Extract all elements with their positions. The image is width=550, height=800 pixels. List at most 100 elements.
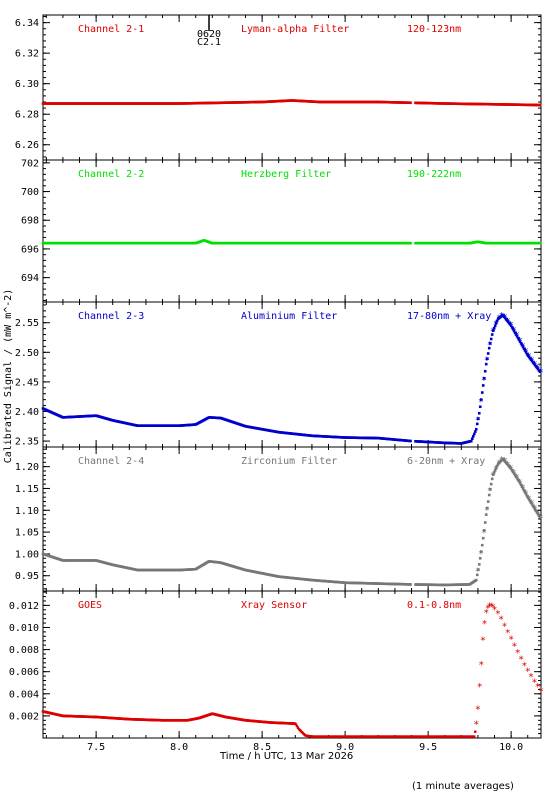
channel-label: Channel 2-4 xyxy=(78,456,144,467)
data-point xyxy=(296,726,300,729)
band-label: 120-123nm xyxy=(407,24,461,35)
data-point: * xyxy=(496,313,502,324)
data-point xyxy=(536,512,540,516)
data-point xyxy=(517,480,521,483)
y-tick-label: 2.35 xyxy=(15,437,39,448)
data-point xyxy=(495,319,499,323)
data-point: * xyxy=(493,464,499,475)
data-point: * xyxy=(490,603,496,614)
x-tick-label: 8.0 xyxy=(170,742,188,753)
y-tick-label: 0.010 xyxy=(9,623,39,634)
data-point xyxy=(480,391,484,394)
data-point xyxy=(534,509,538,513)
data-point xyxy=(514,475,518,478)
data-point xyxy=(489,482,493,486)
data-point: * xyxy=(532,504,538,515)
data-point xyxy=(532,362,536,365)
y-tick-label: 1.10 xyxy=(15,506,39,517)
data-point: * xyxy=(493,319,499,330)
x-tick-label: 9.0 xyxy=(336,742,354,753)
data-point xyxy=(537,514,541,518)
data-point xyxy=(526,496,530,500)
data-point xyxy=(469,439,473,443)
y-tick-label: 6.30 xyxy=(15,79,39,90)
data-point xyxy=(523,349,527,352)
data-point xyxy=(481,536,485,540)
data-point: * xyxy=(535,364,541,375)
data-point xyxy=(472,432,476,436)
data-point xyxy=(486,500,490,503)
panel-frame xyxy=(42,159,542,303)
data-point: * xyxy=(535,509,541,520)
y-tick-label: 2.45 xyxy=(15,377,39,388)
data-point xyxy=(490,477,494,481)
data-point xyxy=(529,501,533,504)
data-point: * xyxy=(490,470,496,481)
data-point xyxy=(531,504,535,508)
data-point xyxy=(513,331,517,335)
y-axis-label: Calibrated Signal / (mW m^-2) xyxy=(3,289,14,464)
data-point: * xyxy=(508,635,514,646)
y-tick-label: 0.008 xyxy=(9,645,39,656)
data-point: * xyxy=(505,316,511,327)
band-label: 17-80nm + Xray xyxy=(407,311,491,322)
data-point xyxy=(522,489,526,492)
event-marker-label: C2.1 xyxy=(197,37,221,48)
data-point xyxy=(492,326,496,330)
data-point: * xyxy=(478,549,484,560)
y-tick-label: 1.00 xyxy=(15,549,39,560)
y-tick-label: 0.006 xyxy=(9,667,39,678)
data-point xyxy=(295,724,299,728)
data-point xyxy=(516,336,520,340)
data-point: * xyxy=(517,478,523,489)
data-point xyxy=(474,427,478,431)
x-tick-label: 7.5 xyxy=(87,742,105,753)
data-point xyxy=(530,502,534,506)
data-point xyxy=(534,365,538,368)
data-point: * xyxy=(481,528,487,539)
channel-label: Channel 2-2 xyxy=(78,169,144,180)
x-tick-label: 8.5 xyxy=(253,742,271,753)
data-point: * xyxy=(485,604,491,615)
data-point: * xyxy=(523,347,529,358)
data-point: * xyxy=(492,605,498,616)
filter-label: Aluminium Filter xyxy=(241,311,337,322)
data-point: * xyxy=(475,704,481,715)
data-point xyxy=(535,511,539,514)
data-point xyxy=(476,568,480,571)
y-tick-label: 2.40 xyxy=(15,407,39,418)
data-point xyxy=(492,471,496,474)
data-point xyxy=(523,490,527,494)
data-point xyxy=(495,464,499,468)
y-tick-label: 2.50 xyxy=(15,348,39,359)
data-point: * xyxy=(478,660,484,671)
data-point xyxy=(525,494,529,498)
data-point: * xyxy=(483,608,489,619)
data-point xyxy=(525,352,529,356)
data-point xyxy=(490,333,494,336)
y-tick-label: 1.20 xyxy=(15,462,39,473)
data-point xyxy=(514,333,518,336)
data-point xyxy=(512,329,516,333)
data-point: * xyxy=(475,415,481,426)
data-point: * xyxy=(521,661,527,672)
data-point: * xyxy=(505,460,511,471)
data-point xyxy=(478,556,482,560)
data-point: * xyxy=(532,360,538,371)
data-point xyxy=(536,367,540,371)
y-tick-label: 6.34 xyxy=(15,18,39,29)
data-point xyxy=(476,417,480,420)
data-point xyxy=(479,550,483,554)
data-point: * xyxy=(517,336,523,347)
footnote: (1 minute averages) xyxy=(412,781,514,792)
data-point xyxy=(493,324,497,328)
data-point xyxy=(538,516,542,519)
data-point xyxy=(409,583,412,586)
data-point xyxy=(531,361,535,364)
data-point: * xyxy=(496,458,502,469)
data-point: * xyxy=(520,483,526,494)
data-point: * xyxy=(514,331,520,342)
data-point xyxy=(477,411,481,415)
data-point: * xyxy=(538,368,544,379)
